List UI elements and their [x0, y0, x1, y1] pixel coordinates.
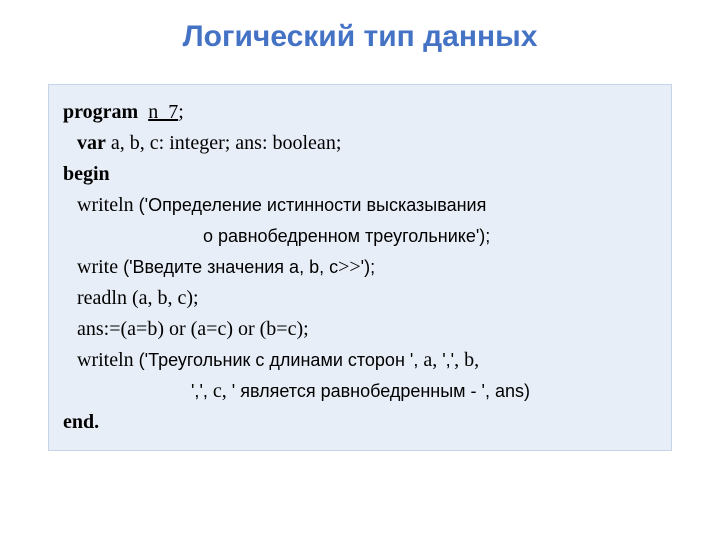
string-literal: ('Введите значения a, b, c	[123, 257, 338, 277]
code-line-11: end.	[63, 407, 657, 438]
code-line-2: var a, b, c: integer; ans: boolean;	[63, 128, 657, 159]
code-line-8: ans:=(a=b) or (a=c) or (b=c);	[63, 314, 657, 345]
string-literal: ('Треугольник с длинами сторон ',	[139, 350, 424, 370]
code-line-4: writeln ('Определение истинности высказы…	[63, 190, 657, 221]
code-text: c,	[213, 380, 232, 402]
string-literal: ' является равнобедренным - '	[232, 381, 485, 401]
semicolon: ;	[178, 101, 184, 123]
code-line-7: readln (a, b, c);	[63, 283, 657, 314]
string-literal: о равнобедренном треугольнике');	[203, 226, 490, 246]
code-line-9: writeln ('Треугольник с длинами сторон '…	[63, 345, 657, 376]
code-line-1: program n_7;	[63, 97, 657, 128]
string-literal: ');	[361, 257, 375, 277]
code-block: program n_7; var a, b, c: integer; ans: …	[48, 84, 672, 451]
code-line-10: ',', c, ' является равнобедренным - ', a…	[63, 376, 657, 407]
code-line-6: write ('Введите значения a, b, c>>');	[63, 252, 657, 283]
code-text: , b,	[454, 349, 479, 371]
write-call: write	[77, 256, 123, 278]
string-literal: ('Определение истинности высказывания	[139, 195, 487, 215]
slide: Логический тип данных program n_7; var a…	[0, 0, 720, 540]
readln-call: readln (a, b, c);	[77, 287, 199, 309]
assignment: ans:=(a=b) or (a=c) or (b=c);	[77, 318, 309, 340]
code-text: , ans)	[485, 381, 530, 401]
writeln-call: writeln	[77, 349, 139, 371]
keyword-end: end.	[63, 411, 99, 433]
code-line-3: begin	[63, 159, 657, 190]
writeln-call: writeln	[77, 194, 139, 216]
code-text: a,	[423, 349, 442, 371]
var-decl: a, b, c: integer; ans: boolean;	[106, 132, 341, 154]
keyword-var: var	[77, 132, 106, 154]
code-line-5: о равнобедренном треугольнике');	[63, 221, 657, 252]
string-literal: ',',	[191, 381, 213, 401]
code-text: >>	[338, 256, 361, 278]
keyword-program: program	[63, 101, 138, 123]
string-literal: ','	[442, 350, 454, 370]
program-name: n_7	[148, 101, 178, 123]
slide-title: Логический тип данных	[0, 20, 720, 54]
keyword-begin: begin	[63, 163, 110, 185]
